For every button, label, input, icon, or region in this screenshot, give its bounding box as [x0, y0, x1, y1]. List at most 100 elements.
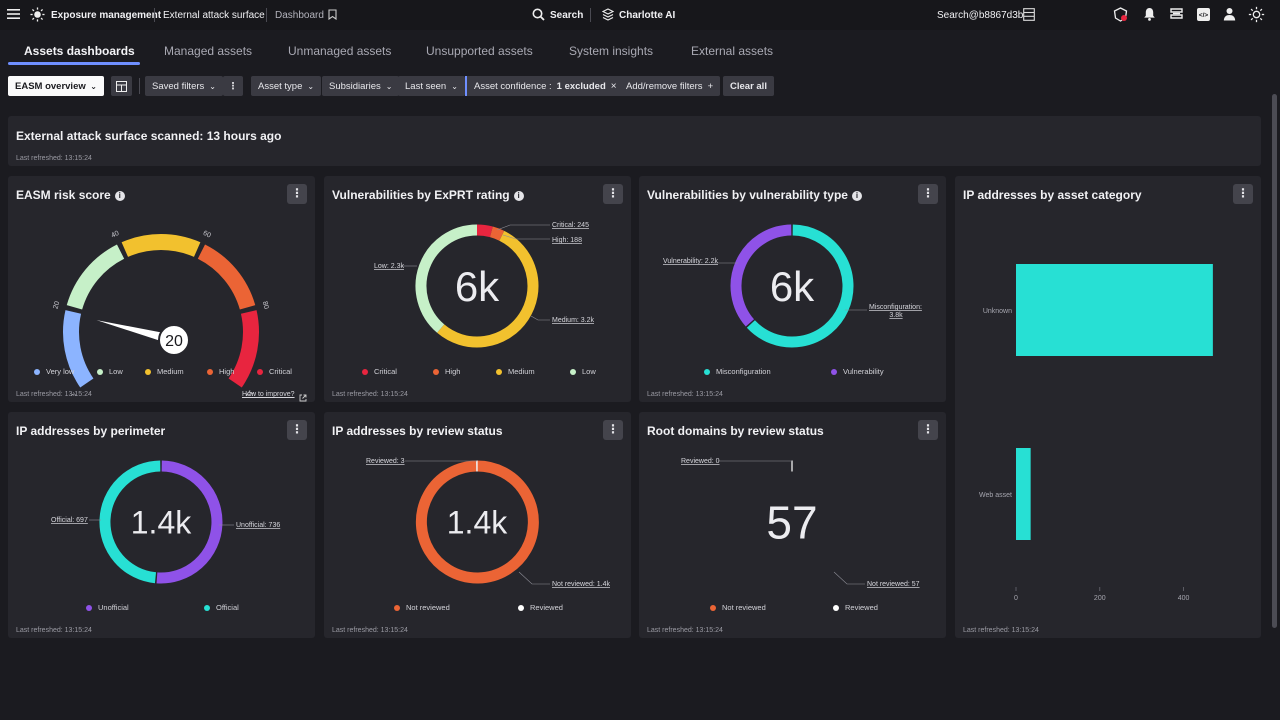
gauge-hub — [158, 324, 190, 356]
tab-unsupported-assets[interactable]: Unsupported assets — [426, 44, 533, 58]
scan-status-title: External attack surface scanned: 13 hour… — [16, 129, 282, 143]
grid-layout-icon — [116, 80, 127, 92]
filter-bar: EASM overview ⌄ Saved filters ⌄ ⋮ Asset ty… — [0, 76, 1280, 96]
asset-confidence-value: 1 excluded — [556, 80, 606, 92]
asset-confidence-filter[interactable]: Asset confidence : 1 excluded × — [467, 76, 624, 96]
divider — [590, 8, 591, 22]
global-search-button[interactable]: Search — [550, 10, 584, 21]
stacked-servers-icon[interactable] — [1170, 7, 1183, 24]
layout-icon[interactable] — [1023, 8, 1035, 24]
saved-filters-button[interactable]: Saved filters ⌄ — [145, 76, 223, 96]
charlotte-ai-button[interactable]: Charlotte AI — [619, 10, 676, 21]
layout-grid-button[interactable] — [111, 76, 132, 96]
gauge-tick-label: 60 — [202, 230, 212, 240]
ip-review-donut-chart: 1.4k Reviewed: 3 Not reviewed: 1.4k — [366, 458, 610, 588]
donut-slice-official — [99, 460, 161, 584]
legend-item-reviewed: Reviewed — [833, 603, 878, 612]
dashboard-view-select[interactable]: EASM overview ⌄ — [8, 76, 104, 96]
how-to-improve-link[interactable]: How to improve? — [242, 391, 295, 398]
info-icon[interactable]: i — [114, 191, 125, 201]
charlotte-ai-icon[interactable] — [601, 8, 615, 24]
tab-unmanaged-assets[interactable]: Unmanaged assets — [288, 44, 392, 58]
user-profile-icon[interactable] — [1223, 7, 1236, 24]
panel-menu-button[interactable]: ⋮ — [287, 420, 307, 440]
donut-slice-high — [489, 226, 505, 241]
panel-menu-button[interactable]: ⋮ — [918, 420, 938, 440]
divider — [154, 8, 155, 22]
panel-title: IP addresses by asset category — [963, 188, 1142, 202]
filters-more-button[interactable]: ⋮ — [223, 76, 243, 96]
asset-category-panel: IP addresses by asset category ⋮ Unknown… — [955, 176, 1261, 638]
x-axis-tick-label: 0 — [1014, 595, 1018, 602]
legend-item-medium: Medium — [145, 367, 184, 376]
x-axis-tick-label: 200 — [1094, 595, 1106, 602]
sun-logo-icon[interactable] — [30, 7, 45, 22]
code-window-icon[interactable]: </> — [1196, 7, 1211, 25]
legend-item-critical: Critical — [257, 367, 292, 376]
callout-leader-line — [530, 315, 550, 321]
legend-item-low: Low — [97, 367, 123, 376]
callout-label: Reviewed: 0 — [681, 458, 720, 465]
last-refreshed: Last refreshed: 13:15:24 — [647, 627, 723, 634]
breadcrumb-section[interactable]: External attack surface — [163, 10, 265, 21]
theme-toggle-sun-icon[interactable] — [1248, 6, 1265, 26]
panel-menu-button[interactable]: ⋮ — [603, 184, 623, 204]
panel-menu-button[interactable]: ⋮ — [603, 420, 623, 440]
legend-item-critical: Critical — [362, 367, 397, 376]
callout-label: Medium: 3.2k — [552, 317, 595, 324]
panel-menu-button[interactable]: ⋮ — [287, 184, 307, 204]
panel-menu-button[interactable]: ⋮ — [1233, 184, 1253, 204]
gauge-band-low — [66, 244, 125, 310]
last-refreshed: Last refreshed: 13:15:24 — [16, 627, 92, 634]
legend-item-high: High — [207, 367, 234, 376]
divider — [139, 78, 140, 94]
callout-label: Misconfiguration: — [869, 304, 922, 311]
breadcrumb-app[interactable]: Exposure management — [51, 10, 162, 21]
tab-assets-dashboards[interactable]: Assets dashboards — [24, 44, 135, 58]
donut-center-total: 6k — [455, 263, 500, 310]
hamburger-menu-icon[interactable] — [7, 8, 20, 20]
tab-external-assets[interactable]: External assets — [691, 44, 774, 58]
panel-title: IP addresses by perimeter — [16, 424, 166, 438]
subsidiaries-filter[interactable]: Subsidiaries ⌄ — [322, 76, 400, 96]
chevron-down-icon: ⌄ — [209, 81, 216, 91]
last-seen-filter[interactable]: Last seen ⌄ — [398, 76, 465, 96]
breadcrumb-page: Dashboard — [275, 10, 324, 21]
shield-alert-icon[interactable] — [1113, 7, 1128, 25]
close-icon[interactable]: × — [610, 80, 617, 92]
donut-center-total: 57 — [766, 497, 817, 549]
tab-managed-assets[interactable]: Managed assets — [164, 44, 253, 58]
risk-gauge-chart: 0 20 40 60 80 100 20 — [53, 230, 270, 396]
svg-text:</>: </> — [1199, 12, 1209, 19]
callout-label: Reviewed: 3 — [366, 458, 405, 465]
legend-item-high: High — [433, 367, 460, 376]
gauge-tick-label: 100 — [242, 388, 255, 396]
tab-system-insights[interactable]: System insights — [569, 44, 654, 58]
gauge-band-high — [197, 244, 256, 310]
notifications-bell-icon[interactable] — [1143, 7, 1156, 24]
info-icon[interactable]: i — [851, 191, 862, 201]
legend-item-not-reviewed: Not reviewed — [394, 603, 450, 612]
chevron-down-icon: ⌄ — [90, 81, 97, 91]
user-search-text[interactable]: Search@b8867d3b — [937, 10, 1024, 21]
clear-all-button[interactable]: Clear all — [723, 76, 774, 96]
donut-center-total: 1.4k — [447, 505, 508, 541]
callout-leader-line — [518, 571, 550, 585]
gauge-band-medium — [121, 234, 201, 258]
page-scrollbar[interactable] — [1272, 94, 1277, 628]
donut-slice-medium — [437, 230, 539, 348]
donut-center-total: 1.4k — [131, 505, 192, 541]
external-link-icon[interactable] — [299, 389, 307, 407]
search-icon[interactable] — [532, 8, 545, 24]
asset-confidence-label: Asset confidence : — [474, 80, 552, 92]
last-refreshed: Last refreshed: 13:15:24 — [16, 155, 92, 162]
callout-label: Not reviewed: 1.4k — [552, 581, 610, 588]
add-remove-filters-button[interactable]: Add/remove filters + — [619, 76, 721, 96]
bar-web-asset — [1016, 448, 1031, 540]
panel-menu-button[interactable]: ⋮ — [918, 184, 938, 204]
donut-center-total: 6k — [770, 263, 815, 310]
asset-type-filter[interactable]: Asset type ⌄ — [251, 76, 322, 96]
panel-title: EASM risk score i — [16, 188, 125, 202]
bookmark-icon[interactable] — [328, 9, 337, 23]
info-icon[interactable]: i — [513, 191, 524, 201]
